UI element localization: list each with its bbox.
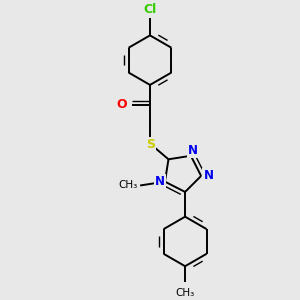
Text: CH₃: CH₃ bbox=[176, 288, 195, 298]
Text: N: N bbox=[188, 144, 198, 157]
Text: N: N bbox=[155, 175, 165, 188]
Text: O: O bbox=[116, 98, 127, 111]
Text: N: N bbox=[203, 169, 213, 182]
Text: Cl: Cl bbox=[143, 3, 157, 16]
Text: CH₃: CH₃ bbox=[118, 180, 137, 190]
Text: S: S bbox=[146, 138, 155, 151]
